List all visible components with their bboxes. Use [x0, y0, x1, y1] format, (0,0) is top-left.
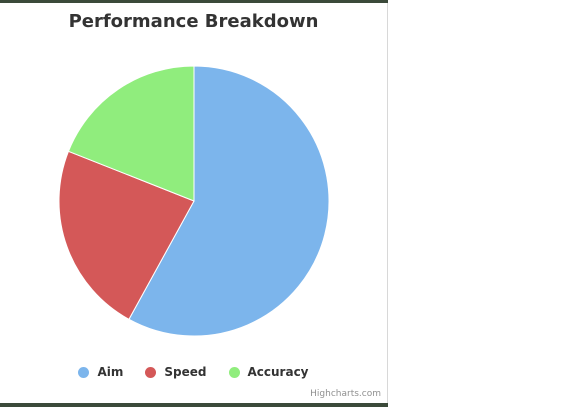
legend-swatch-speed — [145, 366, 157, 378]
chart-legend: Aim Speed Accuracy — [0, 365, 387, 379]
chart-container: Performance Breakdown Aim Speed Accuracy… — [0, 3, 388, 403]
legend-swatch-aim — [78, 366, 90, 378]
credits-link[interactable]: Highcharts.com — [310, 389, 381, 399]
top-border — [0, 0, 388, 3]
legend-label-accuracy: Accuracy — [247, 365, 309, 379]
legend-label-speed: Speed — [164, 365, 207, 379]
pie-slice-aim[interactable] — [128, 65, 330, 337]
legend-item-accuracy[interactable]: Accuracy — [228, 365, 309, 379]
pie-chart — [58, 65, 330, 337]
pie-slice-accuracy[interactable] — [67, 65, 195, 202]
legend-label-aim: Aim — [97, 365, 124, 379]
legend-swatch-accuracy — [228, 366, 240, 378]
legend-item-speed[interactable]: Speed — [145, 365, 207, 379]
legend-item-aim[interactable]: Aim — [78, 365, 123, 379]
chart-title: Performance Breakdown — [68, 11, 319, 32]
bottom-border — [0, 403, 388, 407]
pie-slice-speed[interactable] — [58, 150, 195, 320]
